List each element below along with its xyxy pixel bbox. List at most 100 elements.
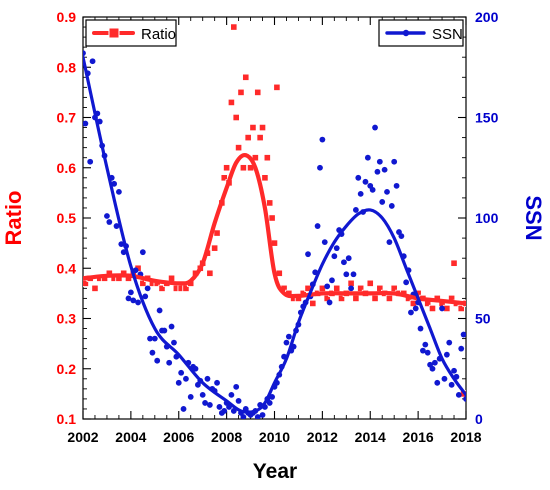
ssn-point	[321, 239, 328, 246]
legend-marker-ssn	[402, 29, 410, 37]
ssn-point	[154, 357, 161, 364]
ratio-point	[242, 73, 250, 81]
ratio-point	[256, 133, 264, 142]
ssn-point	[424, 349, 431, 356]
ssn-point	[458, 345, 465, 352]
ratio-point	[366, 279, 374, 287]
ssn-trend-line	[83, 55, 466, 414]
ssn-point	[259, 412, 266, 418]
ssn-point	[204, 375, 211, 382]
ratio-point	[254, 88, 262, 96]
x-tick-label: 2006	[163, 429, 194, 445]
ratio-point	[352, 294, 360, 303]
ssn-point	[221, 408, 228, 414]
right-tick-label: 200	[475, 9, 499, 25]
ratio-point	[261, 174, 269, 182]
ssn-point	[446, 339, 453, 346]
ssn-point	[439, 305, 445, 312]
ssn-point	[139, 249, 146, 256]
ratio-point	[227, 98, 236, 107]
ssn-point	[132, 267, 139, 274]
ssn-point	[240, 414, 247, 419]
ratio-point	[268, 214, 276, 222]
ssn-point	[376, 158, 383, 165]
ratio-point	[249, 123, 257, 132]
ratio-point	[211, 244, 219, 252]
ssn-point	[305, 251, 311, 258]
ratio-point	[309, 299, 317, 308]
ssn-point	[412, 305, 419, 312]
right-tick-label: 150	[475, 110, 499, 126]
ssn-point	[372, 124, 378, 131]
left-tick-label: 0.9	[57, 9, 77, 25]
legend-label-ratio: Ratio	[141, 26, 176, 43]
ssn-point	[111, 180, 118, 187]
ssn-point	[106, 219, 113, 225]
right-axis-title: SSN	[521, 195, 546, 240]
ssn-point	[331, 253, 338, 260]
ssn-point	[317, 164, 323, 171]
ssn-point	[451, 367, 457, 374]
ssn-point	[202, 400, 208, 406]
ssn-point	[455, 391, 462, 398]
ratio-trend-line	[83, 152, 466, 306]
right-tick-label: 100	[475, 210, 499, 226]
left-tick-label: 0.8	[57, 59, 77, 75]
ssn-point	[357, 190, 364, 197]
x-tick-label: 2014	[355, 429, 386, 445]
ssn-point	[187, 393, 194, 400]
ssn-point	[384, 188, 390, 195]
ssn-point	[151, 335, 158, 342]
ratio-point	[333, 284, 341, 292]
ssn-point	[441, 375, 448, 382]
ratio-point	[158, 284, 166, 292]
ssn-point	[324, 283, 331, 290]
ssn-point	[266, 400, 273, 406]
ratio-point	[273, 83, 281, 91]
ssn-point	[341, 259, 347, 266]
ssn-point	[127, 289, 134, 296]
ssn-point	[89, 58, 96, 65]
ratio-point	[244, 133, 252, 142]
ssn-point	[283, 339, 290, 346]
ssn-point	[460, 331, 466, 338]
ssn-point	[228, 391, 235, 398]
ratio-point	[371, 294, 379, 303]
ssn-point	[448, 381, 455, 388]
ssn-point	[113, 223, 120, 229]
ssn-point	[216, 404, 223, 410]
left-tick-label: 0.7	[57, 110, 77, 126]
x-tick-label: 2018	[450, 429, 481, 445]
ssn-point	[116, 188, 122, 195]
x-tick-label: 2016	[403, 429, 434, 445]
ssn-point	[463, 396, 466, 402]
ssn-point	[417, 325, 424, 332]
ssn-point	[381, 166, 388, 173]
ssn-point	[183, 375, 189, 382]
ssn-point	[329, 277, 335, 284]
left-tick-label: 0.3	[57, 311, 77, 327]
ratio-point	[213, 229, 221, 237]
ssn-point	[326, 299, 333, 306]
ssn-point	[214, 379, 220, 386]
ssn-point	[168, 323, 175, 330]
ssn-point	[345, 255, 352, 262]
left-axis-ticks: 0.1 0.2 0.3 0.4 0.5 0.6 0.7 0.8 0.9	[57, 9, 91, 427]
plot-series	[83, 23, 466, 419]
ssn-point	[87, 158, 94, 165]
x-tick-label: 2008	[211, 429, 242, 445]
ssn-point	[83, 120, 89, 127]
ratio-point	[237, 88, 245, 96]
ratio-point	[223, 164, 231, 172]
ratio-point	[220, 174, 228, 182]
ssn-point	[142, 293, 149, 300]
ssn-point	[285, 333, 292, 340]
ratio-point	[167, 274, 176, 282]
left-tick-label: 0.4	[57, 260, 77, 276]
ratio-point	[91, 284, 99, 292]
ssn-point	[343, 271, 350, 278]
ratio-point	[239, 164, 247, 172]
ssn-point	[369, 186, 376, 193]
ssn-point	[147, 335, 153, 342]
